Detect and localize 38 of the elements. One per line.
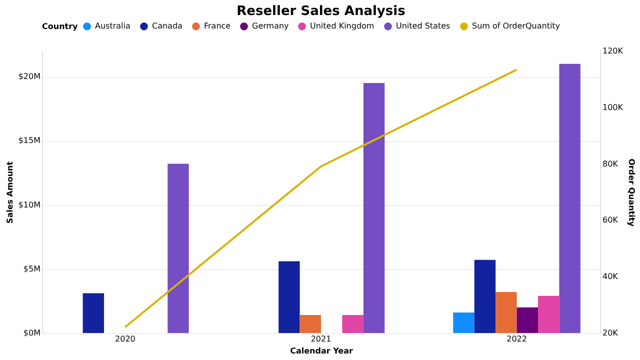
bar [516,307,538,333]
legend-title: Country [42,22,79,31]
bar [82,293,104,333]
bar [278,261,300,333]
y-tick-label: $10M [18,200,41,210]
x-tick-label: 2022 [506,334,527,344]
bar [342,315,364,333]
bar [559,64,580,333]
y-tick-label: $15M [18,136,41,146]
y2-tick-label: 80K [602,159,619,168]
y-tick-label: $20M [18,72,41,82]
legend-label: Australia [95,21,130,30]
y-axis-title: Sales Amount [5,161,14,224]
y-tick-label: $0M [23,328,41,338]
y2-tick-label: 40K [602,272,619,282]
legend-label: Sum of OrderQuantity [472,21,560,30]
x-tick-label: 2021 [310,334,332,344]
bar [496,292,517,333]
x-axis-title: Calendar Year [290,346,353,356]
y2-tick-label: 20K [602,328,619,338]
legend-label: France [204,21,231,30]
bar [538,296,560,333]
legend-label: United States [396,21,450,30]
y2-tick-label: 100K [602,102,624,112]
bar [168,164,189,333]
legend-label: United Kingdom [310,21,374,30]
x-tick-label: 2020 [115,334,136,344]
y2-tick-label: 60K [602,216,619,225]
y-tick-label: $5M [23,264,41,274]
bar [363,83,385,333]
y2-tick-label: 120K [602,46,624,56]
chart-title: Reseller Sales Analysis [236,4,406,19]
bar [300,315,321,333]
bar [453,312,474,333]
legend-label: Germany [252,21,290,30]
y2-axis-title: Order Quantity [627,158,636,228]
legend-label: Canada [152,21,183,30]
bar [474,260,496,333]
